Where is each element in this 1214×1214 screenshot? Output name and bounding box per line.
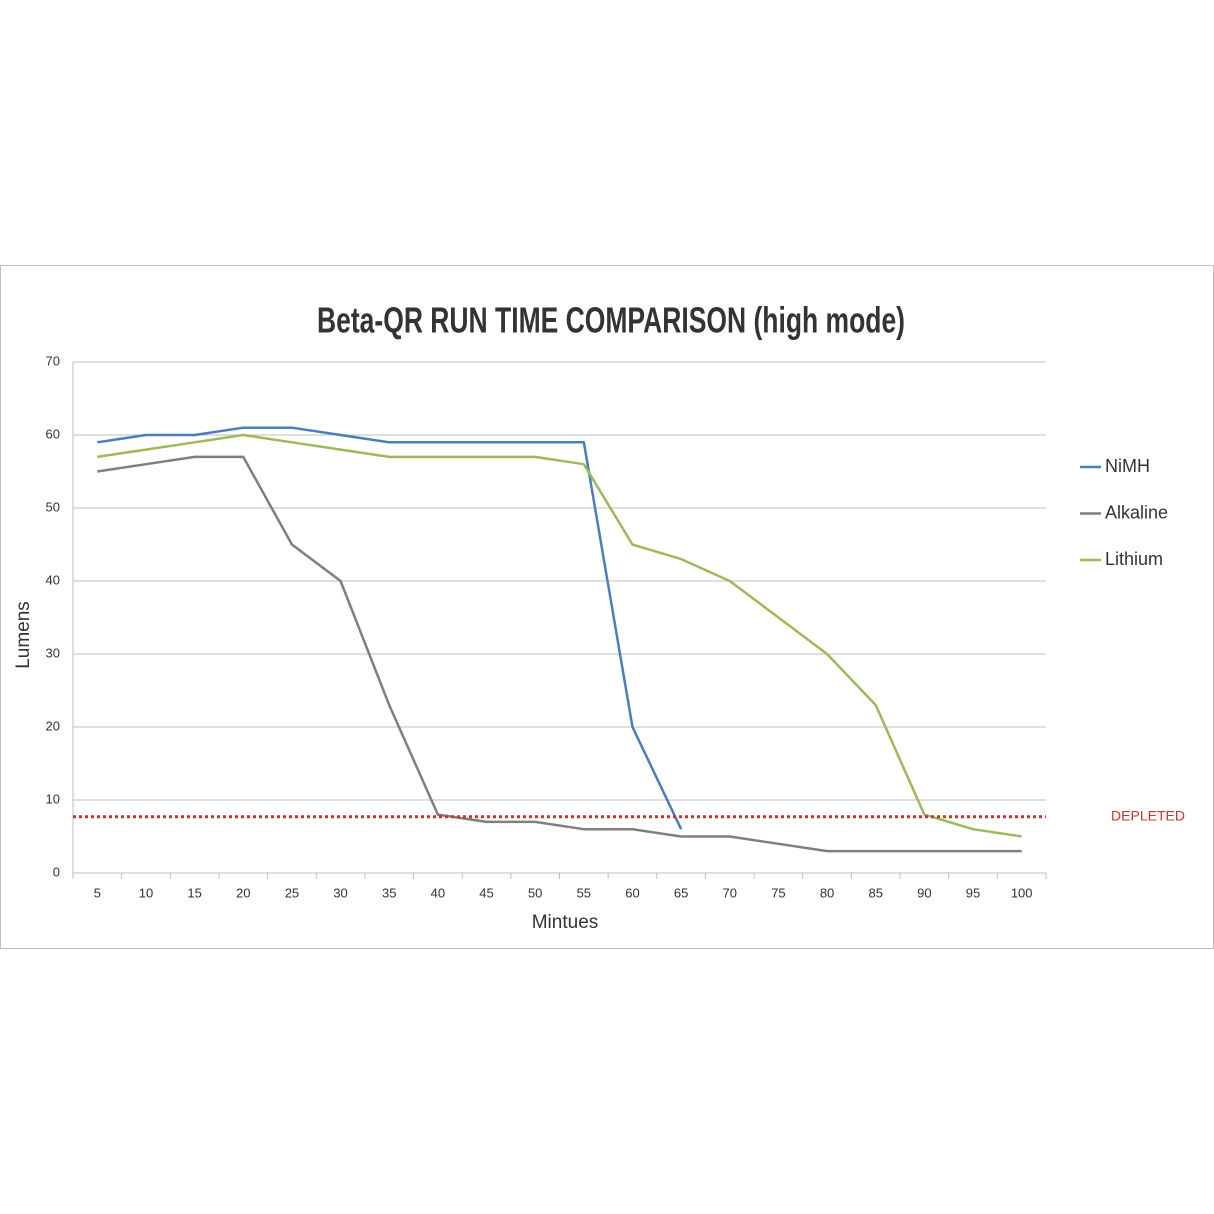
- x-tick-label: 25: [285, 885, 299, 900]
- x-tick-label: 20: [236, 885, 250, 900]
- x-tick-label: 80: [820, 885, 834, 900]
- chart-frame: [0, 265, 1214, 949]
- x-tick-label: 5: [94, 885, 101, 900]
- x-tick-label: 100: [1011, 885, 1033, 900]
- series-line: [97, 433, 1022, 838]
- y-tick-label: 20: [46, 718, 60, 733]
- x-tick-label: 75: [771, 885, 785, 900]
- x-tick-label: 95: [966, 885, 980, 900]
- series-line: [97, 426, 683, 830]
- x-tick-label: 40: [431, 885, 445, 900]
- x-tick-label: 15: [187, 885, 201, 900]
- x-tick-label: 10: [139, 885, 153, 900]
- legend-label: Alkaline: [1105, 502, 1168, 522]
- x-tick-label: 45: [479, 885, 493, 900]
- y-tick-label: 30: [46, 645, 60, 660]
- annotation-label: DEPLETED: [1111, 807, 1185, 823]
- y-tick-label: 10: [46, 791, 60, 806]
- y-tick-label: 40: [46, 572, 60, 587]
- y-tick-label: 0: [53, 864, 60, 879]
- legend-label: NiMH: [1105, 456, 1150, 476]
- y-axis-label: Lumens: [13, 601, 34, 669]
- legend-label: Lithium: [1105, 549, 1163, 569]
- x-tick-label: 55: [577, 885, 591, 900]
- x-tick-label: 60: [625, 885, 639, 900]
- y-tick-label: 60: [46, 426, 60, 441]
- x-axis-label: Mintues: [532, 912, 599, 933]
- x-tick-label: 65: [674, 885, 688, 900]
- x-tick-label: 85: [868, 885, 882, 900]
- x-tick-label: 30: [333, 885, 347, 900]
- x-tick-label: 50: [528, 885, 542, 900]
- x-tick-label: 35: [382, 885, 396, 900]
- x-tick-label: 90: [917, 885, 931, 900]
- y-tick-label: 70: [46, 353, 60, 368]
- chart-title: Beta-QR RUN TIME COMPARISON (high mode): [317, 300, 905, 341]
- series-line: [97, 455, 1022, 853]
- y-tick-label: 50: [46, 499, 60, 514]
- x-tick-label: 70: [723, 885, 737, 900]
